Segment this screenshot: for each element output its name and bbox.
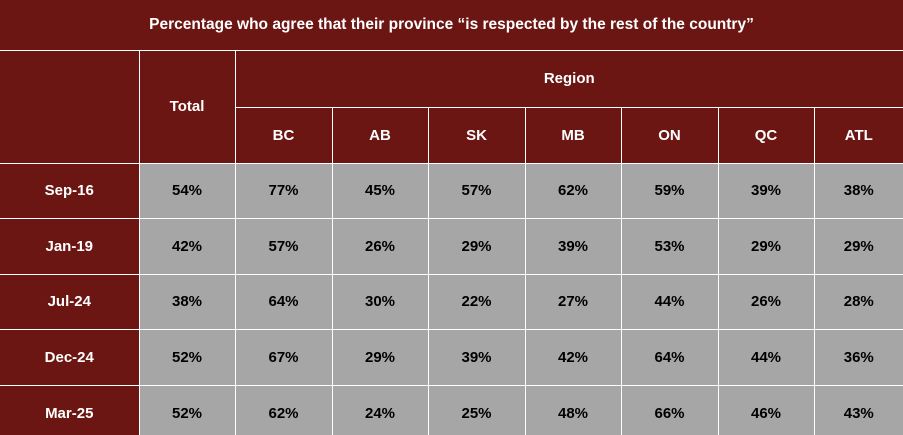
value-cell-atl: 38% [814, 162, 903, 219]
table-row: Mar-25 52% 62% 24% 25% 48% 66% 46% 43% [0, 384, 903, 435]
table-row: Jul-24 38% 64% 30% 22% 27% 44% 26% 28% [0, 273, 903, 330]
column-header-ab: AB [331, 106, 429, 164]
total-cell: 52% [139, 384, 236, 435]
value-cell-qc: 29% [718, 218, 815, 275]
value-cell-ab: 30% [332, 273, 429, 330]
value-cell-ab: 26% [332, 218, 429, 275]
column-header-sk: SK [427, 106, 526, 164]
total-header: Total [138, 51, 236, 164]
column-header-mb: MB [524, 106, 622, 164]
value-cell-qc: 46% [718, 384, 815, 435]
value-cell-bc: 77% [235, 162, 333, 219]
value-cell-sk: 29% [428, 218, 526, 275]
corner-cell [0, 51, 140, 164]
total-cell: 42% [139, 218, 236, 275]
table-row: Sep-16 54% 77% 45% 57% 62% 59% 39% 38% [0, 162, 903, 219]
value-cell-atl: 28% [814, 273, 903, 330]
row-label: Mar-25 [0, 384, 140, 435]
value-cell-on: 64% [621, 329, 719, 386]
value-cell-atl: 36% [814, 329, 903, 386]
value-cell-mb: 39% [525, 218, 622, 275]
value-cell-on: 66% [621, 384, 719, 435]
value-cell-qc: 39% [718, 162, 815, 219]
value-cell-mb: 42% [525, 329, 622, 386]
data-table: Total Region BC AB SK MB ON QC ATL Sep-16 54% 77… [0, 51, 903, 435]
value-cell-sk: 25% [428, 384, 526, 435]
table-body: Sep-16 54% 77% 45% 57% 62% 59% 39% 38% Jan-19 42% 5… [0, 162, 903, 435]
total-cell: 54% [139, 162, 236, 219]
total-cell: 38% [139, 273, 236, 330]
column-header-qc: QC [717, 106, 815, 164]
value-cell-atl: 29% [814, 218, 903, 275]
column-header-atl: ATL [813, 106, 903, 164]
value-cell-sk: 22% [428, 273, 526, 330]
value-cell-sk: 39% [428, 329, 526, 386]
table-title: Percentage who agree that their province… [0, 0, 903, 51]
column-header-bc: BC [234, 106, 333, 164]
row-label: Sep-16 [0, 162, 140, 219]
row-label: Dec-24 [0, 329, 140, 386]
value-cell-qc: 44% [718, 329, 815, 386]
value-cell-on: 59% [621, 162, 719, 219]
value-cell-on: 53% [621, 218, 719, 275]
row-label: Jul-24 [0, 273, 140, 330]
value-cell-mb: 27% [525, 273, 622, 330]
value-cell-bc: 67% [235, 329, 333, 386]
column-header-on: ON [620, 106, 719, 164]
table-row: Dec-24 52% 67% 29% 39% 42% 64% 44% 36% [0, 329, 903, 386]
value-cell-ab: 24% [332, 384, 429, 435]
header-row-group: Total Region [0, 51, 903, 164]
region-header: Region [234, 51, 903, 108]
value-cell-ab: 45% [332, 162, 429, 219]
table-row: Jan-19 42% 57% 26% 29% 39% 53% 29% 29% [0, 218, 903, 275]
total-cell: 52% [139, 329, 236, 386]
row-label: Jan-19 [0, 218, 140, 275]
value-cell-mb: 48% [525, 384, 622, 435]
value-cell-mb: 62% [525, 162, 622, 219]
value-cell-bc: 62% [235, 384, 333, 435]
value-cell-ab: 29% [332, 329, 429, 386]
value-cell-bc: 64% [235, 273, 333, 330]
value-cell-bc: 57% [235, 218, 333, 275]
value-cell-qc: 26% [718, 273, 815, 330]
value-cell-on: 44% [621, 273, 719, 330]
value-cell-sk: 57% [428, 162, 526, 219]
value-cell-atl: 43% [814, 384, 903, 435]
header-row-columns: BC AB SK MB ON QC ATL [0, 106, 903, 164]
